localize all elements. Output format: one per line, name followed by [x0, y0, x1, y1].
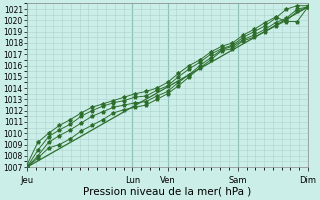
X-axis label: Pression niveau de la mer( hPa ): Pression niveau de la mer( hPa ): [84, 187, 252, 197]
